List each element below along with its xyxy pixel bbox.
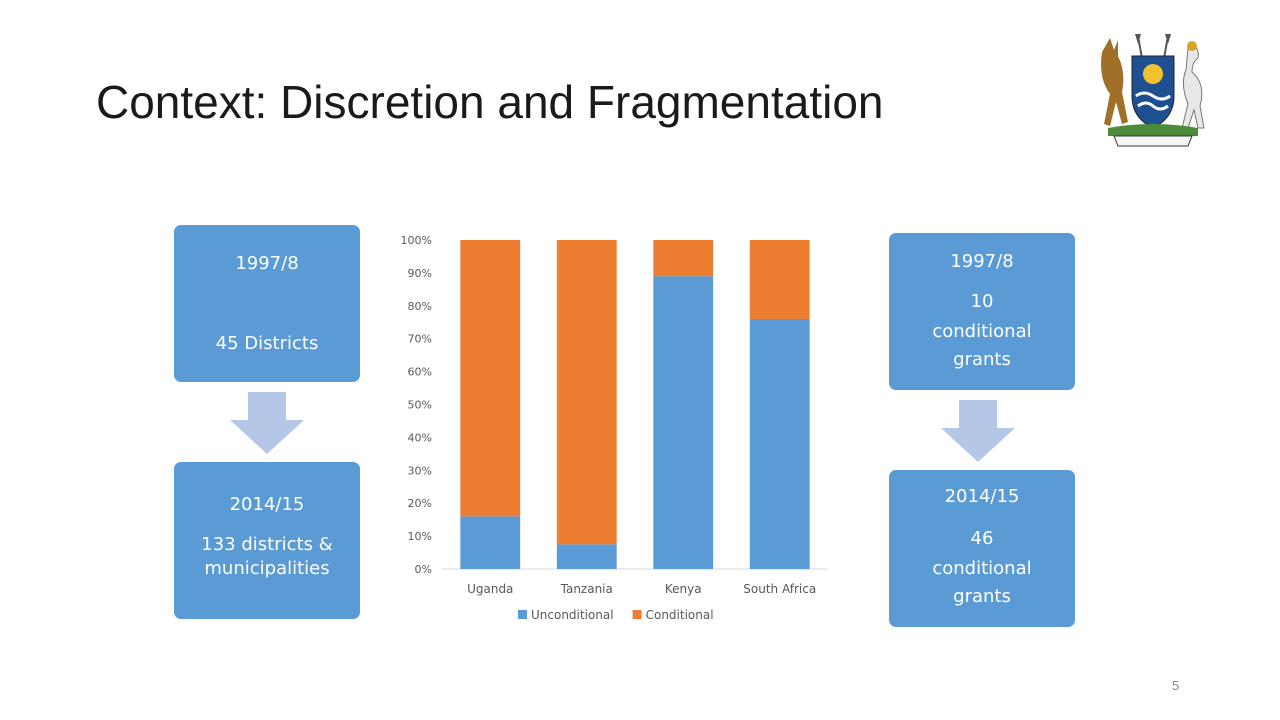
- bar-conditional-kenya: [653, 240, 714, 277]
- y-tick-label: 80%: [408, 300, 432, 313]
- right-down-arrow-icon: [941, 400, 1015, 462]
- right-top-text-1: 10: [970, 291, 994, 312]
- y-tick-label: 0%: [415, 563, 432, 576]
- x-tick-label: Uganda: [467, 582, 513, 596]
- bar-unconditional-south-africa: [749, 318, 810, 569]
- y-tick-label: 50%: [408, 399, 432, 412]
- page-number: 5: [1172, 678, 1180, 693]
- y-tick-label: 100%: [401, 234, 432, 247]
- bar-conditional-south-africa: [749, 240, 810, 319]
- left-bottom-year: 2014/15: [229, 494, 305, 515]
- y-tick-label: 40%: [408, 431, 432, 444]
- bar-unconditional-kenya: [653, 276, 714, 569]
- left-bottom-box: 2014/15 133 districts & municipalities: [174, 462, 360, 619]
- right-bottom-text-3: grants: [953, 586, 1011, 607]
- x-tick-label: Kenya: [665, 582, 702, 596]
- stacked-bar-chart: 0% 10% 20% 30% 40% 50% 60% 70% 80% 90% 100% Uganda T…: [401, 234, 828, 622]
- bar-unconditional-uganda: [460, 516, 521, 569]
- y-tick-label: 30%: [408, 464, 432, 477]
- right-top-text-3: grants: [953, 349, 1011, 370]
- bar-conditional-tanzania: [556, 240, 617, 545]
- right-bottom-text-1: 46: [970, 528, 994, 549]
- left-top-box: 1997/8 45 Districts: [174, 225, 360, 382]
- left-bottom-text-1: 133 districts &: [201, 534, 333, 555]
- left-down-arrow-icon: [230, 392, 304, 454]
- slide-title: Context: Discretion and Fragmentation: [96, 76, 884, 128]
- y-tick-label: 20%: [408, 497, 432, 510]
- bar-conditional-uganda: [460, 240, 521, 517]
- coat-of-arms-icon: [1101, 34, 1205, 147]
- legend-swatch: [518, 610, 527, 619]
- left-top-text: 45 Districts: [215, 333, 319, 354]
- bar-unconditional-tanzania: [556, 544, 617, 569]
- x-tick-label: South Africa: [743, 582, 816, 596]
- right-bottom-year: 2014/15: [944, 486, 1020, 507]
- right-top-text-2: conditional: [932, 321, 1032, 342]
- legend-swatch: [632, 610, 642, 619]
- left-top-year: 1997/8: [235, 253, 299, 274]
- legend-entry: Conditional: [646, 608, 714, 622]
- y-tick-label: 10%: [408, 530, 432, 543]
- y-tick-label: 90%: [408, 267, 432, 280]
- y-tick-label: 60%: [408, 366, 432, 379]
- legend-entry: Unconditional: [531, 608, 614, 622]
- left-bottom-text-2: municipalities: [204, 558, 330, 579]
- right-top-year: 1997/8: [950, 251, 1014, 272]
- right-top-box: 1997/8 10 conditional grants: [889, 233, 1075, 390]
- right-bottom-text-2: conditional: [932, 558, 1032, 579]
- y-tick-label: 70%: [408, 333, 432, 346]
- right-bottom-box: 2014/15 46 conditional grants: [889, 470, 1075, 627]
- x-tick-label: Tanzania: [560, 582, 613, 596]
